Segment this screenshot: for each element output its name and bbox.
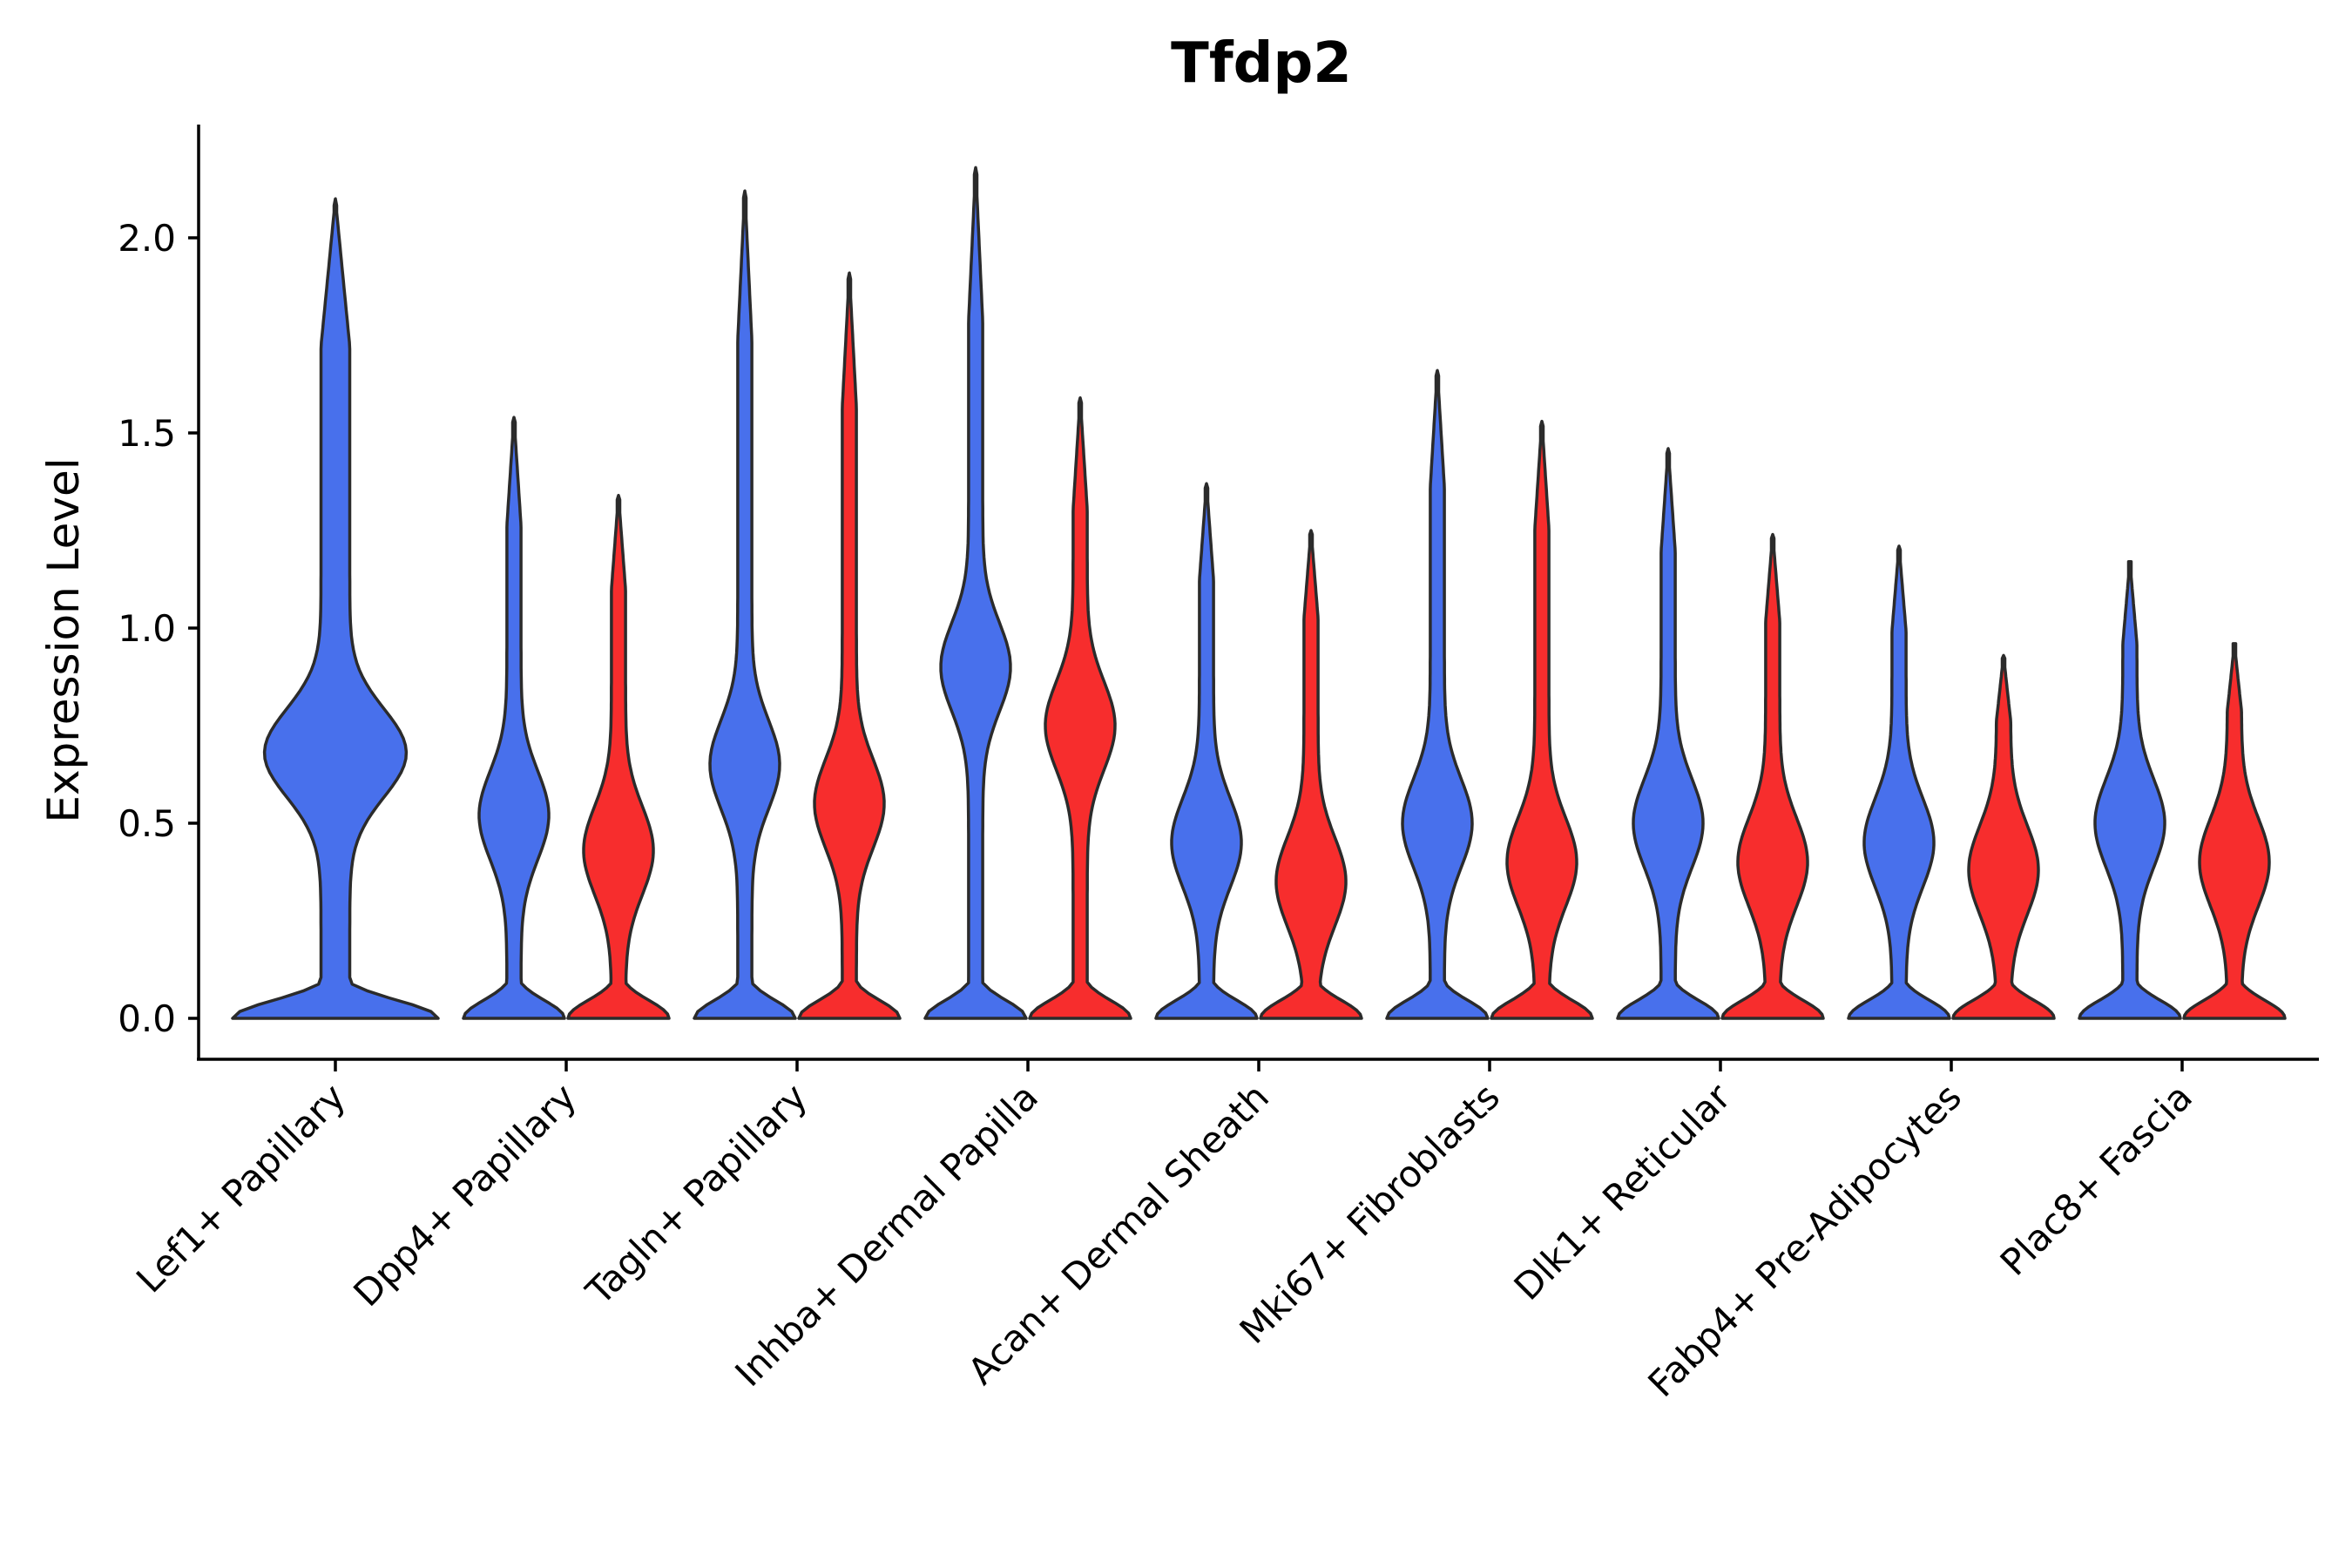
- y-tick-label: 0.0: [118, 997, 176, 1040]
- violin-red: [2182, 642, 2287, 1020]
- y-tick-label: 2.0: [118, 217, 176, 260]
- violin-blue: [1385, 368, 1490, 1020]
- x-tick-label: Mki67+ Fibroblasts: [1232, 1075, 1508, 1351]
- y-tick-label: 1.5: [118, 412, 176, 455]
- x-tick-label: Dlk1+ Reticular: [1506, 1075, 1740, 1308]
- y-tick-label: 1.0: [118, 607, 176, 650]
- violin-blue: [231, 197, 440, 1020]
- chart-title: Tfdp2: [1171, 31, 1352, 96]
- violin-red: [1490, 419, 1594, 1020]
- violin-red: [1951, 653, 2056, 1020]
- violin-red: [1028, 395, 1132, 1020]
- violin-red: [797, 271, 902, 1020]
- y-tick-label: 0.5: [118, 802, 176, 845]
- violin-blue: [1616, 447, 1720, 1020]
- x-tick-label: Lef1+ Papillary: [128, 1075, 354, 1301]
- x-tick-label: Dpp4+ Papillary: [345, 1075, 585, 1315]
- violin-red: [1259, 529, 1363, 1020]
- violin-group: [231, 166, 2287, 1020]
- violin-red: [566, 493, 671, 1020]
- violin-blue: [462, 416, 566, 1020]
- y-axis-label: Expression Level: [38, 457, 89, 822]
- x-tick-label: Tagln+ Papillary: [578, 1075, 815, 1313]
- violin-red: [1720, 532, 1825, 1020]
- violin-blue: [693, 189, 797, 1020]
- violin-blue: [923, 166, 1028, 1020]
- violin-blue: [2078, 560, 2182, 1020]
- violin-blue: [1154, 482, 1259, 1020]
- y-ticks: 0.0 0.5 1.0 1.5 2.0: [118, 217, 199, 1040]
- violin-blue: [1847, 544, 1951, 1020]
- x-tick-label: Plac8+ Fascia: [1992, 1075, 2200, 1283]
